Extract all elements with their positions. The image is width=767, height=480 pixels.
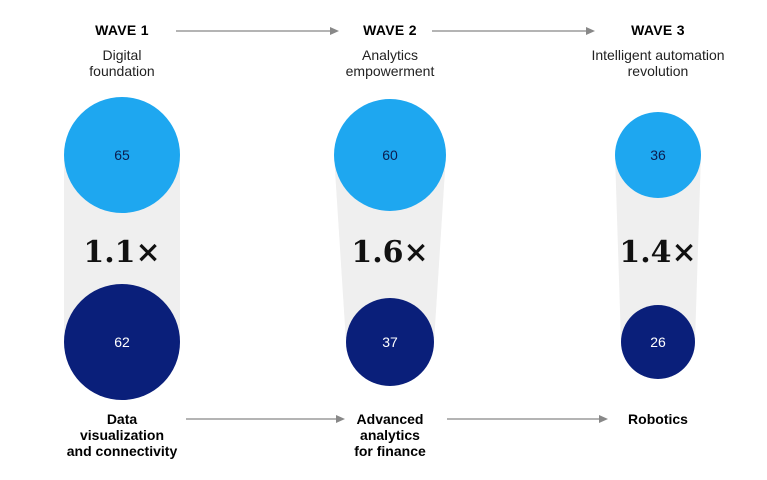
wave-3-subtitle-line-1: Intelligent automation <box>591 47 725 63</box>
wave-3-bottom-circle <box>621 305 695 379</box>
wave-2-subtitle-line-2: empowerment <box>345 63 435 79</box>
wave-1-category-line-2: visualization <box>79 427 165 443</box>
wave-2-category: Advanced analytics for finance <box>310 411 470 459</box>
wave-3-connector <box>615 155 701 342</box>
wave-1-subtitle-line-1: Digital <box>102 47 142 63</box>
wave-2-category-line-2: analytics <box>360 427 420 443</box>
wave-2-bottom-circle <box>346 298 434 386</box>
wave-1-bottom-value: 62 <box>114 334 130 350</box>
wave-1-category: Data visualization and connectivity <box>42 411 202 459</box>
wave-3-top-circle <box>615 112 701 198</box>
wave-2-multiplier: 1.6× <box>351 235 428 270</box>
wave-2-top-circle <box>334 99 446 211</box>
wave-2-subtitle: Analytics empowerment <box>280 47 500 79</box>
arrow-cat-2-to-3-head <box>599 415 608 423</box>
arrow-wave-1-to-2-head <box>330 27 339 35</box>
wave-1-bottom-circle <box>64 284 180 400</box>
wave-1-multiplier: 1.1× <box>83 235 160 270</box>
wave-3-subtitle-line-2: revolution <box>627 63 689 79</box>
wave-2-bottom-value: 37 <box>382 334 398 350</box>
wave-1-top-value: 65 <box>114 147 130 163</box>
wave-3-category-line-1: Robotics <box>628 411 688 427</box>
wave-2-category-line-1: Advanced <box>356 411 424 427</box>
wave-3-bottom-value: 26 <box>650 334 666 350</box>
wave-2-subtitle-line-1: Analytics <box>361 47 419 63</box>
wave-3-category: Robotics <box>578 411 738 427</box>
wave-1-subtitle: Digital foundation <box>12 47 232 79</box>
wave-3-subtitle: Intelligent automation revolution <box>548 47 767 79</box>
wave-2-title: WAVE 2 <box>363 22 417 38</box>
wave-3-title: WAVE 3 <box>631 22 685 38</box>
wave-2-top-value: 60 <box>382 147 398 163</box>
wave-3-multiplier: 1.4× <box>619 235 696 270</box>
wave-3-top-value: 36 <box>650 147 666 163</box>
wave-1-category-line-1: Data <box>106 411 138 427</box>
wave-1-subtitle-line-2: foundation <box>89 63 155 79</box>
wave-1-title: WAVE 1 <box>95 22 149 38</box>
wave-2-category-line-3: for finance <box>354 443 426 459</box>
wave-1-top-circle <box>64 97 180 213</box>
arrow-wave-2-to-3-head <box>586 27 595 35</box>
wave-1-category-line-3: and connectivity <box>66 443 178 459</box>
arrow-cat-1-to-2-head <box>336 415 345 423</box>
